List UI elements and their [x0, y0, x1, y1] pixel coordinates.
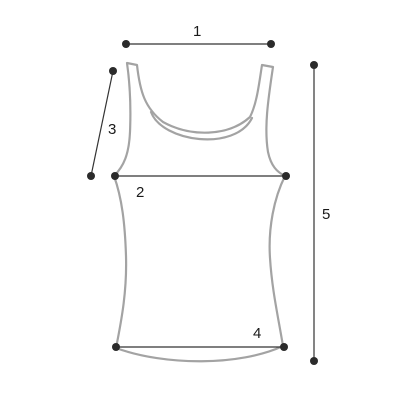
measurement-2-end-point — [282, 172, 290, 180]
measurement-3: 3 — [87, 67, 117, 180]
measurement-1: 1 — [122, 23, 275, 48]
neckline-inner-trim — [149, 110, 254, 141]
measurement-5-label: 5 — [322, 206, 330, 223]
measurement-5-end-point — [310, 357, 318, 365]
measurement-3-start-point — [109, 67, 117, 75]
measurement-1-label: 1 — [193, 23, 201, 40]
measurement-4-end-point — [280, 343, 288, 351]
measurement-1-end-point — [267, 40, 275, 48]
measurement-2-label: 2 — [136, 184, 144, 201]
tank-top-outline — [112, 61, 287, 363]
measurement-1-start-point — [122, 40, 130, 48]
measurement-3-label: 3 — [108, 121, 116, 138]
measurement-5-start-point — [310, 61, 318, 69]
measurement-4-label: 4 — [253, 325, 261, 342]
measurement-3-line — [90, 70, 114, 177]
measurement-4-start-point — [112, 343, 120, 351]
measurement-2: 2 — [111, 172, 290, 201]
tank-top-body-outline — [112, 61, 287, 363]
measurement-3-end-point — [87, 172, 95, 180]
measurement-5: 5 — [310, 61, 330, 365]
measurement-2-start-point — [111, 172, 119, 180]
measurement-4: 4 — [112, 325, 288, 351]
